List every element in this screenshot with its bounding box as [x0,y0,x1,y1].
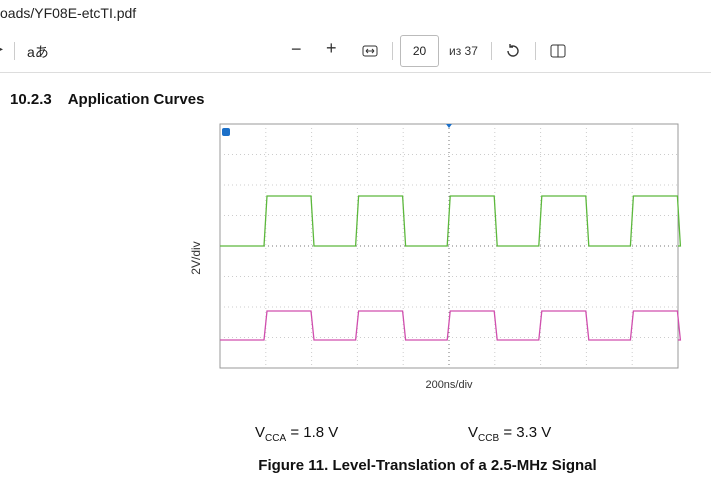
trigger-marker [446,124,452,128]
separator [392,42,393,60]
zoom-out[interactable]: − [291,39,302,59]
address-bar: oads/YF08E-etcTI.pdf [0,0,711,28]
subscript: CCB [478,433,500,444]
rotate-icon[interactable] [505,43,521,59]
scope-figure: 2V/div 200ns/div [189,123,682,391]
url[interactable]: oads/YF08E-etcTI.pdf [0,5,137,21]
page-count: из 37 [449,44,478,58]
fit-icon[interactable] [362,45,378,57]
condition-b: VCCB = 3.3 V [468,424,551,444]
y-axis-label: 2V/div [189,241,203,274]
condition-a: VCCA = 1.8 V [255,424,338,444]
figure-caption: Figure 11. Level-Translation of a 2.5-MH… [258,457,597,474]
x-axis-label: 200ns/div [425,379,473,391]
trace-pink [220,310,682,341]
toolbar: ▸ aあ − + 20 из 37 [0,30,711,73]
value: = 3.3 V [503,424,552,441]
section-heading: 10.2.3 Application Curves [10,91,204,108]
nav-icon[interactable]: ▸ [0,40,3,57]
subscript: CCA [265,433,287,444]
separator [535,42,536,60]
text-size-button[interactable]: aあ [27,44,49,60]
two-page-icon[interactable] [550,44,566,58]
separator [14,42,15,60]
section-number: 10.2.3 [10,91,52,108]
zoom-in[interactable]: + [326,38,337,58]
symbol: V [255,424,266,441]
separator [491,42,492,60]
symbol: V [468,424,479,441]
trace-green [220,195,682,247]
section-title: Application Curves [67,91,205,108]
value: = 1.8 V [290,424,339,441]
channel-marker [222,128,230,136]
page-input[interactable]: 20 [400,35,439,67]
